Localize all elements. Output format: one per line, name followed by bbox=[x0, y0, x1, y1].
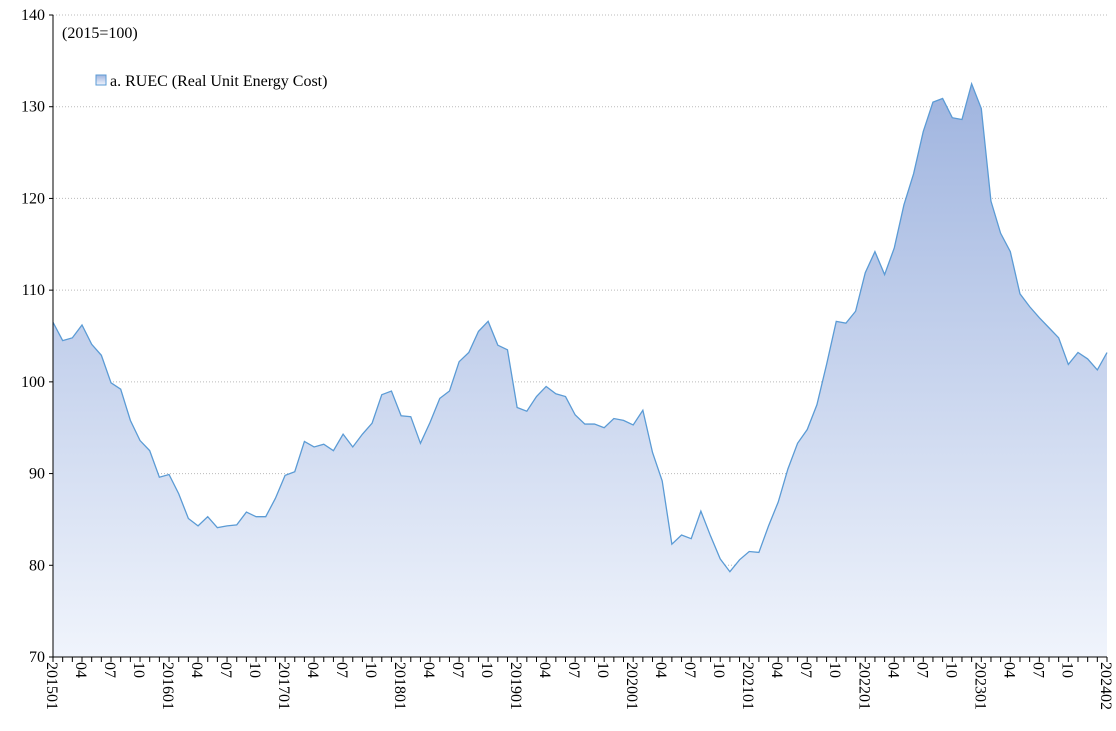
x-tick-label: 202201 bbox=[855, 662, 872, 710]
x-tick-label: 201601 bbox=[159, 662, 176, 710]
line bbox=[52, 81, 1108, 573]
area bbox=[53, 83, 1107, 658]
x-tick-label: 04 bbox=[536, 662, 553, 678]
x-tick-label: 202101 bbox=[739, 662, 756, 710]
x-tick-label: 07 bbox=[913, 662, 930, 678]
x-tick-label: 10 bbox=[130, 662, 147, 678]
x-tick-label: 10 bbox=[478, 662, 495, 678]
legend-label: a. RUEC (Real Unit Energy Cost) bbox=[110, 73, 327, 90]
x-tick-label: 201901 bbox=[507, 662, 524, 710]
x-tick-label: 10 bbox=[826, 662, 843, 678]
x-tick-label: 04 bbox=[652, 662, 669, 678]
legend-swatch bbox=[95, 74, 107, 86]
x-tick-label: 201701 bbox=[275, 662, 292, 710]
y-tick-label: 80 bbox=[29, 557, 45, 574]
x-tick-label: 04 bbox=[884, 662, 901, 678]
x-tick-label: 201801 bbox=[391, 662, 408, 710]
annotation: (2015=100) bbox=[62, 25, 138, 42]
x-tick-label: 07 bbox=[681, 662, 698, 678]
x-tick-label: 07 bbox=[101, 662, 118, 678]
x-tick-label: 10 bbox=[1058, 662, 1075, 678]
x-tick-label: 10 bbox=[246, 662, 263, 678]
x-tick-label: 04 bbox=[420, 662, 437, 678]
x-tick-label: 04 bbox=[72, 662, 89, 678]
x-tick-label: 202402 bbox=[1097, 662, 1114, 710]
x-tick-label: 07 bbox=[333, 662, 350, 678]
y-tick-label: 90 bbox=[29, 466, 45, 483]
x-tick-label: 07 bbox=[449, 662, 466, 678]
x-tick-label: 202001 bbox=[623, 662, 640, 710]
x-tick-label: 10 bbox=[362, 662, 379, 678]
y-tick-label: 100 bbox=[21, 374, 45, 391]
x-tick-label: 04 bbox=[768, 662, 785, 678]
y-tick-label: 130 bbox=[21, 99, 45, 116]
x-tick-label: 10 bbox=[594, 662, 611, 678]
y-tick-label: 110 bbox=[22, 282, 45, 299]
x-tick-label: 10 bbox=[942, 662, 959, 678]
x-tick-label: 202301 bbox=[971, 662, 988, 710]
x-tick-label: 04 bbox=[1000, 662, 1017, 678]
x-tick-label: 04 bbox=[188, 662, 205, 678]
x-tick-label: 07 bbox=[217, 662, 234, 678]
x-tick-label: 07 bbox=[1029, 662, 1046, 678]
y-tick-label: 140 bbox=[21, 7, 45, 24]
x-tick-label: 10 bbox=[710, 662, 727, 678]
x-tick-label: 201501 bbox=[43, 662, 60, 710]
x-tick-label: 04 bbox=[304, 662, 321, 678]
y-tick-label: 70 bbox=[29, 649, 45, 666]
y-tick-label: 120 bbox=[21, 190, 45, 207]
x-tick-label: 07 bbox=[797, 662, 814, 678]
x-tick-label: 07 bbox=[565, 662, 582, 678]
